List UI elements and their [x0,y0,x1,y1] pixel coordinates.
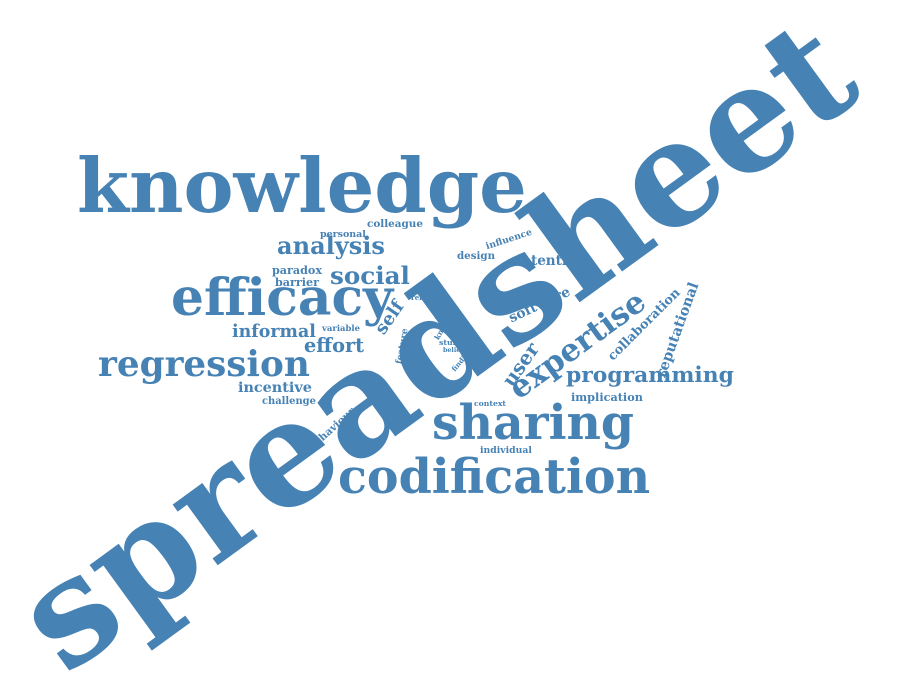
word-programming: programming [566,362,734,388]
word-intention: intention [516,253,586,269]
word-lower: lower [416,282,436,291]
word-colleague: colleague [367,218,423,230]
word-efficacy: efficacy [171,267,394,328]
word-personal: personal [320,228,366,240]
word-informal: informal [232,321,316,342]
word-paradox: paradox [272,263,323,277]
word-codification: codification [338,448,651,505]
word-individual: individual [480,444,532,456]
word-effort: effort [304,333,365,357]
word-implication: implication [571,389,643,404]
word-belief: belief [443,347,463,354]
word-regression: regression [98,343,310,385]
word-design: design [457,250,496,262]
word-stuff: stuff [439,338,459,347]
word-incentive: incentive [238,379,312,396]
word-knowledge: knowledge [77,141,527,230]
word-related: related [411,292,439,302]
word-context: context [474,399,506,408]
word-variable: variable [322,323,360,333]
word-analysis: analysis [277,231,385,260]
word-social: social [330,260,410,290]
word-sharing: sharing [432,395,635,451]
word-challenge: challenge [262,396,316,407]
word-barrier: barrier [275,275,319,289]
word-value: value [449,330,465,337]
word-gain: gain [435,313,448,320]
